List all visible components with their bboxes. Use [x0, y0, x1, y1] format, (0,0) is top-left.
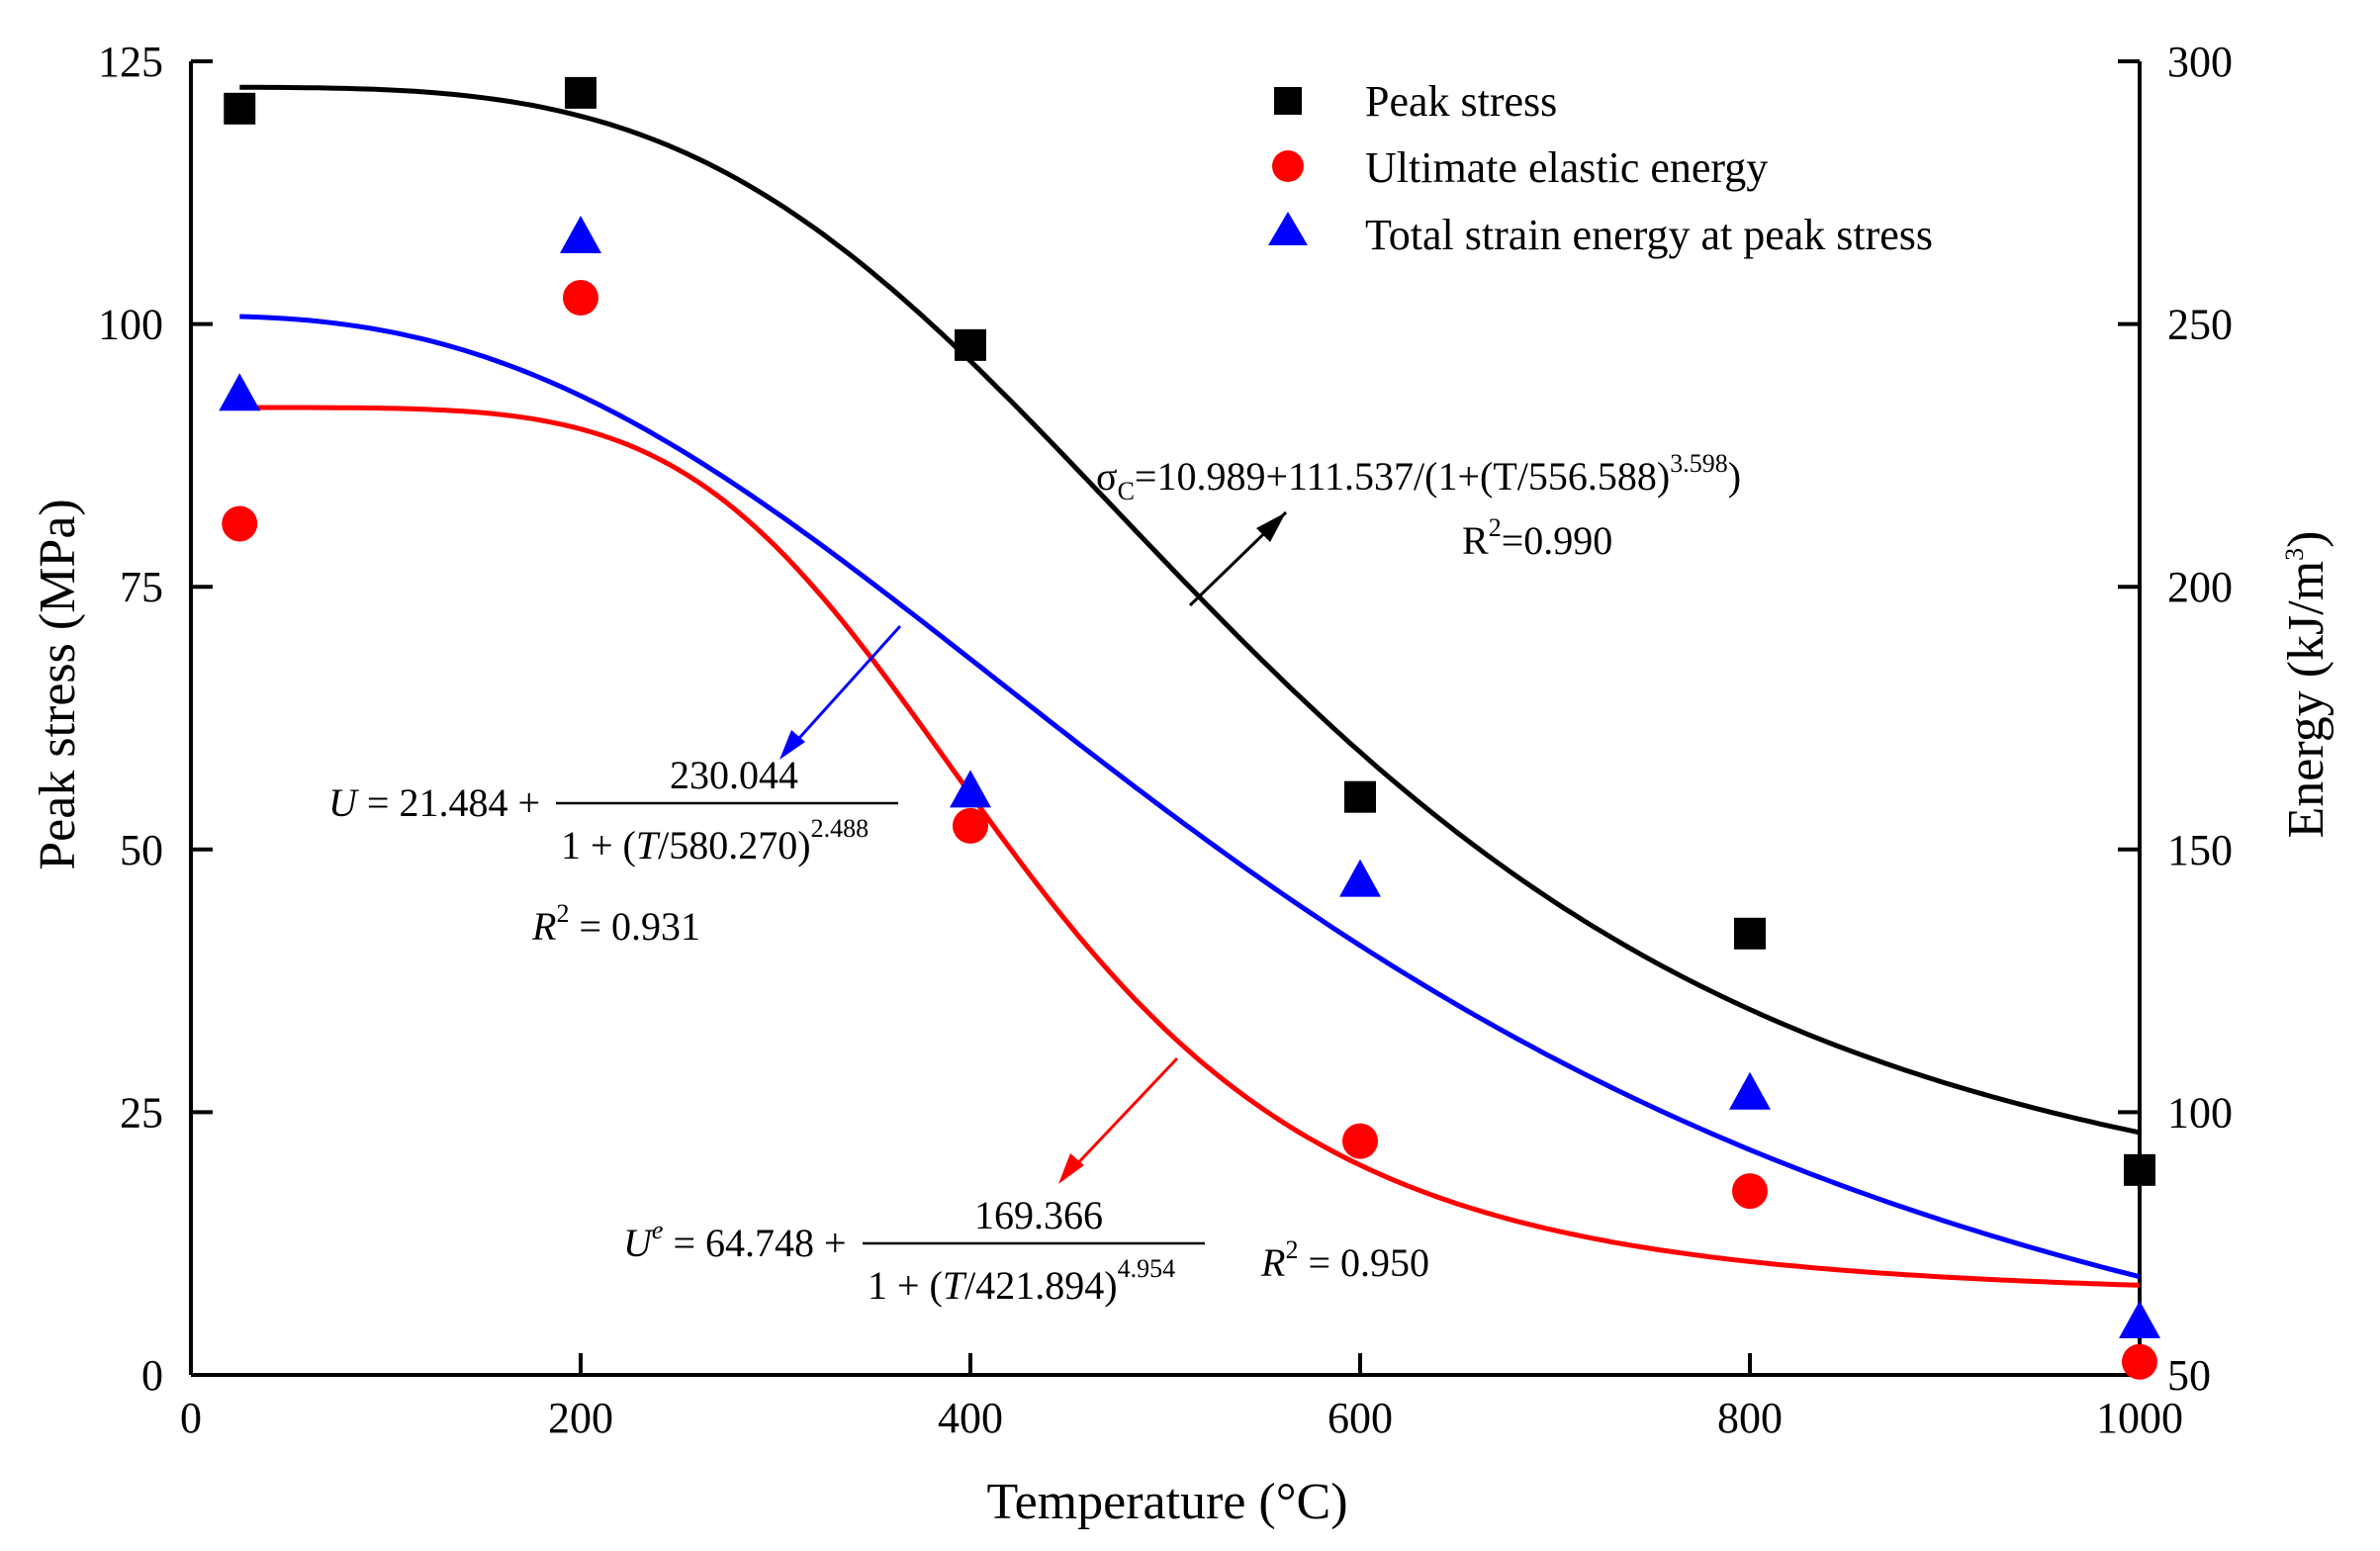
- total-energy-numerator: 230.044: [670, 753, 798, 797]
- total-energy-lhs: U = 21.484 +: [328, 780, 540, 825]
- legend: Peak stress Ultimate elastic energy Tota…: [1268, 77, 1933, 259]
- y-left-tick-label-100: 100: [98, 301, 163, 349]
- ticks: 0 200 400 600 800 1000 0 25 50 75 100 125 50 100 150 20…: [98, 38, 2233, 1442]
- elastic-energy-numerator: 169.366: [974, 1193, 1103, 1237]
- stress-equation-tail: ): [1728, 454, 1741, 499]
- stress-equation-mid: =10.989+111.537/(1+(T/556.588): [1135, 454, 1670, 499]
- legend-label-ultimate-elastic-energy: Ultimate elastic energy: [1365, 143, 1768, 192]
- point-total-strain-energy-at-peak-stress-0: [219, 373, 261, 411]
- y-right-tick-label-150: 150: [2167, 826, 2233, 874]
- y-left-tick-label-50: 50: [120, 826, 163, 874]
- total-energy-arrow-shaft: [789, 624, 902, 749]
- stress-equation-r2: R2=0.990: [1462, 513, 1612, 563]
- x-tick-label-600: 600: [1327, 1394, 1393, 1442]
- point-ultimate-elastic-energy-1: [563, 280, 598, 317]
- y-left-tick-label-125: 125: [98, 38, 163, 86]
- point-ultimate-elastic-energy-4: [1732, 1173, 1768, 1210]
- elastic-energy-r2: R2 = 0.950: [1260, 1235, 1429, 1285]
- point-peak-stress-0: [224, 92, 256, 125]
- y-left-tick-label-0: 0: [141, 1351, 163, 1400]
- point-ultimate-elastic-energy-5: [2122, 1343, 2157, 1380]
- point-peak-stress-5: [2124, 1153, 2155, 1186]
- y-axis-left-title: Peak stress (MPa): [30, 499, 86, 870]
- y-axis-right-title: Energy (kJ/m3): [2278, 531, 2334, 839]
- point-ultimate-elastic-energy-0: [222, 505, 258, 542]
- point-peak-stress-4: [1734, 917, 1766, 950]
- stress-equation-sub: C: [1118, 477, 1135, 505]
- fit-curve-peak-stress: [239, 84, 2141, 1136]
- elastic-energy-arrow-shaft: [1069, 1056, 1179, 1172]
- stress-equation-sup: 3.598: [1670, 449, 1728, 478]
- stress-equation: σC=10.989+111.537/(1+(T/556.588)3.598) R…: [1096, 449, 1741, 607]
- stress-equation-text: σC=10.989+111.537/(1+(T/556.588)3.598): [1096, 449, 1741, 505]
- point-total-strain-energy-at-peak-stress-2: [950, 770, 991, 808]
- total-energy-arrow-head: [779, 730, 805, 760]
- total-energy-r2: R2 = 0.931: [531, 899, 700, 949]
- legend-marker-ultimate-elastic-energy: [1272, 150, 1304, 182]
- x-tick-label-1000: 1000: [2096, 1394, 2183, 1442]
- point-total-strain-energy-at-peak-stress-1: [560, 215, 601, 253]
- y-left-tick-label-25: 25: [120, 1088, 163, 1137]
- markers: [219, 76, 2160, 1380]
- y-axis-right-title-sup: 3: [2280, 548, 2309, 561]
- y-left-tick-label-75: 75: [120, 563, 163, 611]
- x-tick-label-0: 0: [180, 1394, 202, 1442]
- fit-curve-ultimate-elastic-energy: [239, 405, 2141, 1288]
- legend-label-total-strain-energy: Total strain energy at peak stress: [1365, 211, 1933, 259]
- elastic-energy-denominator: 1 + (T/421.894)4.954: [868, 1254, 1175, 1308]
- legend-marker-total-strain-energy: [1268, 212, 1308, 245]
- y-right-tick-label-200: 200: [2167, 563, 2233, 611]
- stress-equation-sigma: σ: [1096, 454, 1118, 499]
- y-right-tick-label-300: 300: [2167, 38, 2233, 86]
- legend-marker-peak-stress: [1274, 87, 1302, 115]
- total-energy-equation: U = 21.484 + 230.044 1 + (T/580.270)2.48…: [328, 624, 902, 949]
- point-ultimate-elastic-energy-3: [1342, 1123, 1378, 1159]
- point-peak-stress-2: [955, 328, 986, 361]
- point-peak-stress-1: [565, 76, 596, 109]
- y-right-tick-label-250: 250: [2167, 301, 2233, 349]
- total-energy-denominator: 1 + (T/580.270)2.488: [561, 814, 869, 867]
- point-ultimate-elastic-energy-2: [953, 807, 988, 844]
- y-axis-right-title-main: Energy (kJ/m: [2278, 561, 2334, 839]
- y-axis-right-title-tail: ): [2278, 531, 2334, 548]
- stress-equation-arrow-head: [1256, 512, 1286, 542]
- x-tick-label-400: 400: [938, 1394, 1003, 1442]
- y-right-tick-label-50: 50: [2167, 1351, 2211, 1400]
- elastic-energy-lhs: Ue = 64.748 +: [623, 1216, 847, 1265]
- fit-curve-total-strain-energy-at-peak-stress: [239, 314, 2141, 1280]
- elastic-energy-equation: Ue = 64.748 + 169.366 1 + (T/421.894)4.9…: [623, 1056, 1429, 1308]
- x-axis-title: Temperature (°C): [986, 1474, 1347, 1530]
- y-right-tick-label-100: 100: [2167, 1088, 2233, 1137]
- point-peak-stress-3: [1344, 780, 1376, 813]
- x-tick-label-200: 200: [548, 1394, 613, 1442]
- legend-label-peak-stress: Peak stress: [1365, 77, 1557, 126]
- fit-curves: [239, 84, 2141, 1288]
- x-tick-label-800: 800: [1717, 1394, 1783, 1442]
- elastic-energy-arrow-head: [1058, 1153, 1084, 1184]
- point-total-strain-energy-at-peak-stress-5: [2119, 1300, 2160, 1338]
- point-total-strain-energy-at-peak-stress-4: [1729, 1071, 1771, 1110]
- point-total-strain-energy-at-peak-stress-3: [1339, 859, 1381, 897]
